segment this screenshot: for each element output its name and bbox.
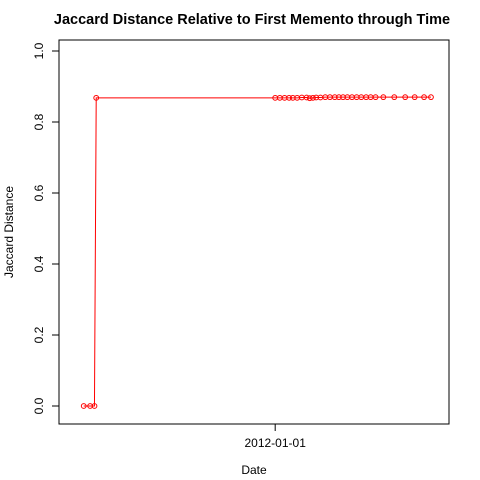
x-axis: 2012-01-01 bbox=[244, 424, 306, 450]
chart-title: Jaccard Distance Relative to First Memen… bbox=[54, 12, 450, 28]
data-point bbox=[421, 94, 427, 101]
data-point bbox=[303, 94, 310, 101]
y-tick-label: 0.6 bbox=[32, 184, 46, 201]
data-point bbox=[310, 94, 316, 101]
data-point bbox=[380, 94, 387, 101]
y-tick-label: 0.8 bbox=[32, 113, 46, 130]
y-tick-label: 0.0 bbox=[32, 397, 46, 414]
y-tick-label: 0.2 bbox=[32, 326, 46, 343]
data-point bbox=[91, 403, 98, 409]
data-point bbox=[336, 94, 342, 101]
data-point bbox=[402, 94, 409, 101]
series-line bbox=[83, 96, 431, 407]
data-point bbox=[306, 95, 313, 102]
data-point bbox=[80, 403, 87, 409]
data-point bbox=[372, 94, 379, 101]
data-point bbox=[93, 94, 100, 101]
data-point bbox=[286, 94, 293, 101]
y-axis: 0.0 0.2 0.4 0.6 0.8 1.0 bbox=[32, 42, 60, 414]
data-point bbox=[411, 94, 418, 101]
series-layer bbox=[80, 94, 434, 409]
y-tick-label: 1.0 bbox=[32, 42, 46, 59]
data-point bbox=[391, 94, 398, 101]
data-point bbox=[428, 94, 434, 101]
x-tick-label: 2012-01-01 bbox=[244, 436, 306, 450]
x-axis-label: Date bbox=[241, 463, 267, 477]
data-point bbox=[331, 94, 338, 101]
y-axis-label: Jaccard Distance bbox=[2, 186, 16, 278]
y-tick-label: 0.4 bbox=[32, 255, 46, 272]
